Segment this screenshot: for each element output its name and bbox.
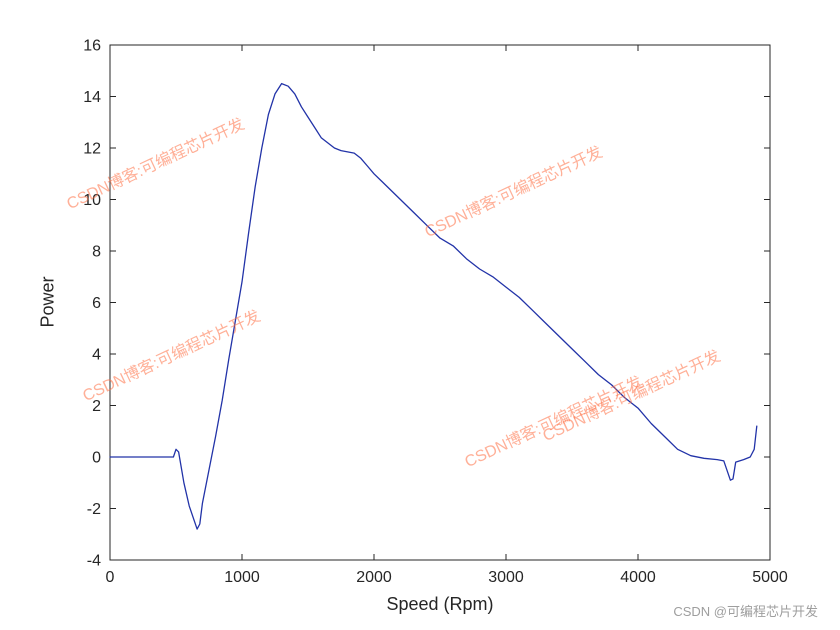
y-tick-label: 6 [92,295,101,312]
watermark-credit: CSDN @可编程芯片开发 [673,604,818,619]
x-tick-label: 5000 [752,569,788,586]
y-tick-label: -2 [87,501,101,518]
axes-box [109,44,771,561]
power-curve [109,82,758,530]
x-tick-label: 3000 [488,569,524,586]
x-tick-label: 2000 [356,569,392,586]
y-tick-label: 14 [83,89,101,106]
x-tick-label: 1000 [224,569,260,586]
y-axis-label: Power [37,276,58,328]
y-tick-label: 2 [92,398,101,415]
y-tick-label: 16 [83,38,101,55]
y-tick-label: 4 [92,347,101,364]
x-tick-label: 0 [106,569,115,586]
y-tick-label: 8 [92,244,101,261]
y-tick-label: -4 [87,553,101,570]
y-tick-label: 12 [83,141,101,158]
x-axis-label: Speed (Rpm) [386,594,494,614]
y-tick-label: 0 [92,450,101,467]
x-tick-label: 4000 [620,569,656,586]
y-tick-label: 10 [83,192,101,209]
